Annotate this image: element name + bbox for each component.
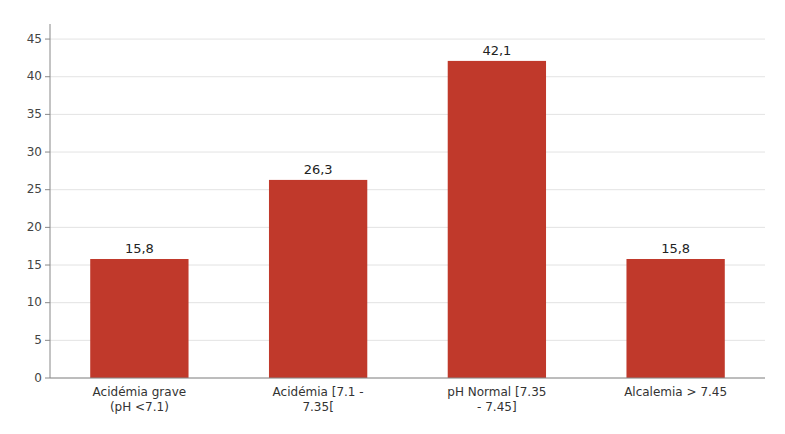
y-tick-label: 40 — [27, 69, 42, 83]
y-tick-label: 35 — [27, 107, 42, 121]
y-tick — [45, 39, 50, 40]
grid-line — [50, 378, 765, 379]
y-tick-label: 15 — [27, 258, 42, 272]
grid-line — [50, 189, 765, 190]
y-tick-label: 45 — [27, 32, 42, 46]
bar — [448, 61, 546, 378]
y-tick — [45, 302, 50, 303]
y-tick — [45, 76, 50, 77]
bar — [269, 180, 367, 378]
data-label: 15,8 — [661, 241, 690, 256]
grid-line — [50, 39, 765, 40]
data-label: 15,8 — [125, 241, 154, 256]
y-tick — [45, 189, 50, 190]
grid-line — [50, 76, 765, 77]
y-tick — [45, 227, 50, 228]
data-labels: 15,8 26,3 42,1 15,8 — [125, 43, 690, 256]
y-tick-label: 25 — [27, 182, 42, 196]
bars — [90, 61, 725, 378]
y-tick — [45, 340, 50, 341]
grid-line — [50, 152, 765, 153]
chart: 0 5 10 15 20 25 30 35 40 45 Acidémia grave(pH <7.1… — [0, 0, 785, 434]
grid-line — [50, 114, 765, 115]
y-tick-label: 0 — [34, 371, 42, 385]
y-tick — [45, 114, 50, 115]
x-tick-label: Acidémia [7.1 -7.35[ — [273, 385, 364, 414]
x-axis: Acidémia grave(pH <7.1) Acidémia [7.1 -7.… — [50, 378, 765, 414]
x-tick-label: Acidémia grave(pH <7.1) — [93, 385, 187, 414]
x-axis-line — [50, 378, 765, 379]
y-tick — [45, 152, 50, 153]
y-tick-label: 10 — [27, 295, 42, 309]
bar — [626, 259, 724, 378]
y-tick-label: 5 — [34, 333, 42, 347]
chart-container: 0 5 10 15 20 25 30 35 40 45 Acidémia grave(pH <7.1… — [0, 0, 785, 434]
data-label: 42,1 — [482, 43, 511, 58]
y-axis-line — [50, 24, 51, 378]
bar — [90, 259, 188, 378]
x-tick-label: Alcalemia > 7.45 — [624, 385, 727, 399]
y-axis: 0 5 10 15 20 25 30 35 40 45 — [27, 24, 765, 385]
data-label: 26,3 — [304, 162, 333, 177]
x-tick-label: pH Normal [7.35- 7.45] — [447, 385, 546, 414]
grid-line — [50, 227, 765, 228]
y-tick-label: 30 — [27, 145, 42, 159]
y-tick-label: 20 — [27, 220, 42, 234]
y-tick — [45, 265, 50, 266]
y-tick — [45, 378, 50, 379]
